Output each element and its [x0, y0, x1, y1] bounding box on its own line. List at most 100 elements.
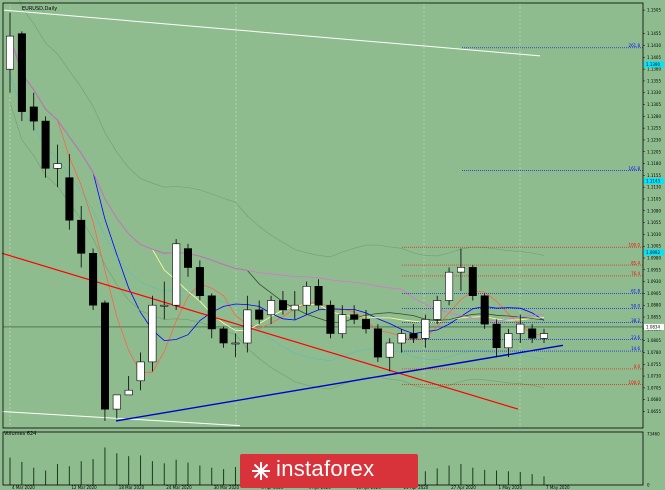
candle-body-31	[373, 328, 382, 358]
candle-body-22	[267, 300, 276, 315]
y-tick-label-11: 1.1205	[647, 149, 661, 154]
y-tick-label-3: 1.1405	[647, 55, 661, 60]
fib-level-label-1: 161.8	[629, 166, 641, 171]
candle-body-11	[136, 361, 145, 382]
x-tick-label-9: 27 Apr 2020	[451, 485, 476, 490]
price-pane-frame	[2, 2, 644, 429]
y-tick-label-15: 1.1105	[647, 196, 661, 201]
candle-body-45	[539, 333, 548, 339]
price-tag-label-3: 1.0834	[646, 324, 660, 329]
y-tick-label-33: 1.0655	[647, 409, 661, 414]
y-tick-label-31: 1.0705	[647, 385, 661, 390]
y-tick-label-24: 1.0880	[647, 303, 661, 308]
fib-level-label-0: 261.8	[629, 43, 641, 48]
trend-line-white-bottom	[1, 410, 241, 427]
candle-body-34	[409, 333, 418, 339]
candle-body-38	[456, 267, 465, 273]
watermark-text: instaforex	[276, 456, 375, 481]
fib-level-label-6: 50.0	[631, 304, 640, 309]
trend-lines	[1, 9, 564, 427]
trend-line-white-top	[3, 9, 541, 57]
y-tick-label-18: 1.1030	[647, 232, 661, 237]
y-tick-label-14: 1.1130	[647, 185, 661, 190]
y-tick-label-13: 1.1155	[647, 173, 661, 178]
x-tick-label-10: 1 May 2020	[499, 485, 523, 490]
y-tick-label-27: 1.0805	[647, 338, 661, 343]
fib-level-label-10: 0.0	[634, 364, 641, 369]
fib-level-label-11: 100.0	[629, 380, 641, 385]
y-tick-label-17: 1.1055	[647, 220, 661, 225]
candle-body-12	[148, 304, 157, 363]
y-tick-label-10: 1.1230	[647, 137, 661, 142]
y-tick-label-16: 1.1080	[647, 208, 661, 213]
y-tick-label-22: 1.0930	[647, 279, 661, 284]
fib-level-label-3: 85.4	[631, 260, 640, 265]
x-tick-label-4: 30 Mar 2020	[214, 485, 240, 490]
candle-body-15	[184, 248, 193, 268]
price-tag-label-1: 1.1143	[646, 179, 660, 184]
y-tick-label-9: 1.1255	[647, 126, 661, 131]
candle-body-9	[112, 394, 121, 410]
x-tick-label-2: 18 Mar 2020	[119, 485, 145, 490]
y-tick-label-23: 1.0905	[647, 291, 661, 296]
y-tick-label-29: 1.0755	[647, 362, 661, 367]
candle-body-44	[528, 328, 537, 339]
candle-body-0	[6, 35, 15, 70]
candle-body-8	[101, 302, 110, 410]
price-tag-box-3	[644, 323, 664, 330]
band-lower-line	[9, 102, 545, 390]
candle-body-42	[504, 333, 513, 349]
candle-body-5	[65, 177, 74, 221]
candle-body-6	[77, 219, 86, 254]
candle-body-10	[124, 389, 133, 396]
candle-body-32	[385, 342, 394, 358]
candle-body-23	[278, 300, 287, 311]
candle-body-43	[516, 323, 525, 334]
y-tick-label-32: 1.0680	[647, 397, 661, 402]
y-tick-label-5: 1.1355	[647, 78, 661, 83]
candle-body-40	[480, 295, 489, 325]
band-upper-line	[19, 0, 545, 258]
candle-body-35	[421, 319, 430, 339]
candle-body-1	[17, 33, 26, 112]
volume-tick-label-0: 73460	[647, 432, 660, 437]
candle-body-30	[361, 319, 370, 330]
fib-level-label-4: 76.4	[631, 271, 640, 276]
symbol-label: EURUSD,Daily	[22, 6, 57, 12]
y-tick-label-30: 1.0730	[647, 374, 661, 379]
y-tick-label-4: 1.1380	[647, 67, 661, 72]
y-tick-label-7: 1.1305	[647, 102, 661, 107]
candle-body-16	[195, 267, 204, 296]
candle-body-33	[397, 333, 406, 344]
candle-body-37	[445, 271, 454, 301]
fib-level-label-7: 38.2	[631, 318, 640, 323]
price-tag-box-1	[644, 178, 664, 185]
y-tick-label-6: 1.1330	[647, 90, 661, 95]
candle-body-3	[41, 120, 50, 169]
y-tick-label-28: 1.0780	[647, 350, 661, 355]
fib-level-label-9: 14.6	[631, 346, 640, 351]
candle-body-41	[492, 323, 501, 349]
indicator-lines	[9, 0, 545, 390]
band-cyan-line	[9, 73, 545, 361]
candle-body-17	[207, 295, 216, 330]
y-tick-label-2: 1.1430	[647, 43, 661, 48]
x-tick-label-3: 24 Mar 2020	[166, 485, 192, 490]
candle-body-39	[468, 267, 477, 296]
candle-body-28	[338, 314, 347, 334]
y-tick-label-19: 1.1005	[647, 244, 661, 249]
candlesticks	[6, 12, 548, 421]
price-tag-box-2	[644, 249, 664, 256]
trend-line-red	[1, 252, 519, 410]
y-tick-label-12: 1.1180	[647, 161, 661, 166]
ma-line-violet	[9, 35, 545, 322]
candle-body-14	[172, 243, 181, 306]
fib-level-label-8: 23.6	[631, 335, 640, 340]
candle-body-18	[219, 328, 228, 344]
volume-tick-label-1: 0	[647, 483, 650, 488]
y-tick-label-1: 1.1455	[647, 31, 661, 36]
x-tick-label-0: 4 Mar 2020	[12, 485, 35, 490]
price-tag-box-0	[644, 61, 664, 68]
